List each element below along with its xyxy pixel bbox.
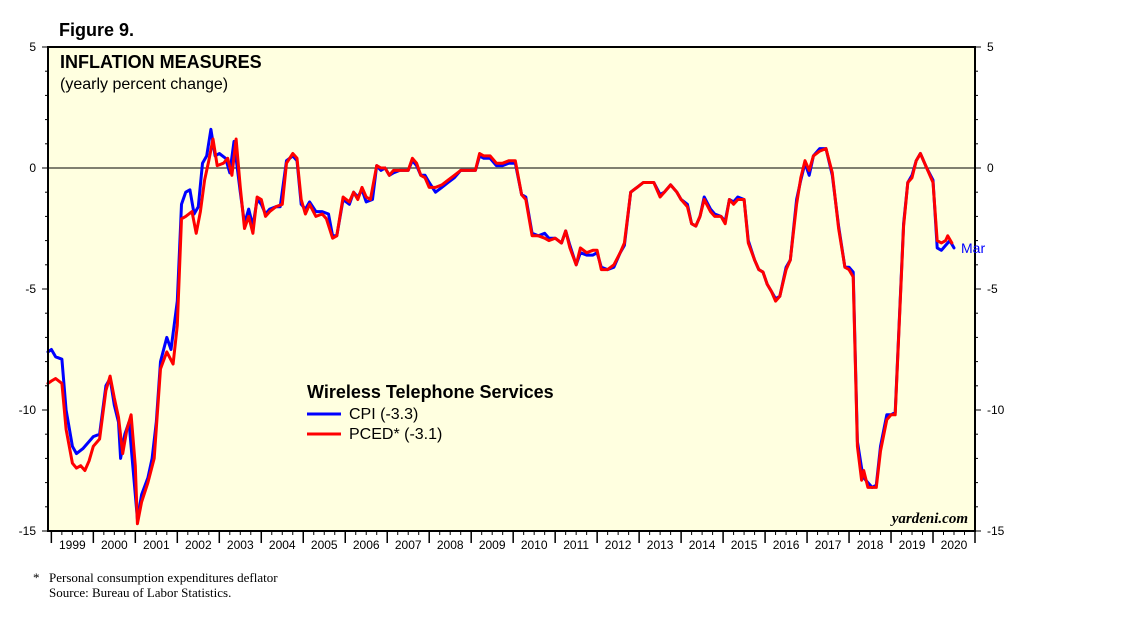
y-tick-label-right: -5 [987,282,998,296]
plot-frame [47,46,976,532]
chart-title: INFLATION MEASURES [60,52,262,72]
x-tick-label: 1999 [59,538,86,552]
y-tick-label-left: -10 [19,403,37,417]
footnote-source: Source: Bureau of Labor Statistics. [49,585,231,600]
x-tick-label: 2019 [899,538,926,552]
legend-title: Wireless Telephone Services [307,382,554,402]
y-tick-label-left: 5 [29,40,36,54]
y-tick-label-left: 0 [29,161,36,175]
series-line-cpi [46,127,956,521]
legend-pced-label: PCED* (-3.1) [349,426,442,443]
x-tick-label: 2013 [647,538,674,552]
x-tick-label: 2001 [143,538,170,552]
y-tick-label-right: -10 [987,403,1005,417]
brand-watermark: yardeni.com [890,511,968,527]
x-tick-label: 2003 [227,538,254,552]
footnote-marker: * [33,570,40,585]
series-line-pced [46,137,954,526]
series-layer [46,127,956,526]
footnote: * Personal consumption expenditures defl… [33,570,278,600]
x-tick-label: 2018 [857,538,884,552]
y-tick-label-left: -15 [19,524,37,538]
x-tick-label: 2006 [353,538,380,552]
x-tick-label: 2017 [815,538,842,552]
x-tick-label: 2007 [395,538,422,552]
y-tick-label-right: 5 [987,40,994,54]
x-tick-label: 2004 [269,538,296,552]
y-tick-label-left: -5 [25,282,36,296]
chart-subtitle: (yearly percent change) [60,76,228,93]
x-tick-label: 2012 [605,538,632,552]
x-tick-label: 2009 [479,538,506,552]
x-tick-label: 2008 [437,538,464,552]
x-tick-label: 2005 [311,538,338,552]
x-tick-label: 2015 [731,538,758,552]
y-tick-label-right: 0 [987,161,994,175]
legend-cpi-label: CPI (-3.3) [349,406,418,423]
x-tick-label: 2014 [689,538,716,552]
x-tick-label: 2020 [941,538,968,552]
figure-label: Figure 9. [59,20,134,40]
x-tick-label: 2000 [101,538,128,552]
plot-area [48,47,975,531]
footnote-text: Personal consumption expenditures deflat… [49,570,278,585]
legend: Wireless Telephone Services CPI (-3.3) P… [307,382,554,443]
y-tick-label-right: -15 [987,524,1005,538]
x-tick-label: 2002 [185,538,212,552]
x-tick-label: 2011 [563,538,589,552]
end-label-mar: Mar [961,240,985,256]
x-tick-label: 2016 [773,538,800,552]
x-tick-label: 2010 [521,538,548,552]
